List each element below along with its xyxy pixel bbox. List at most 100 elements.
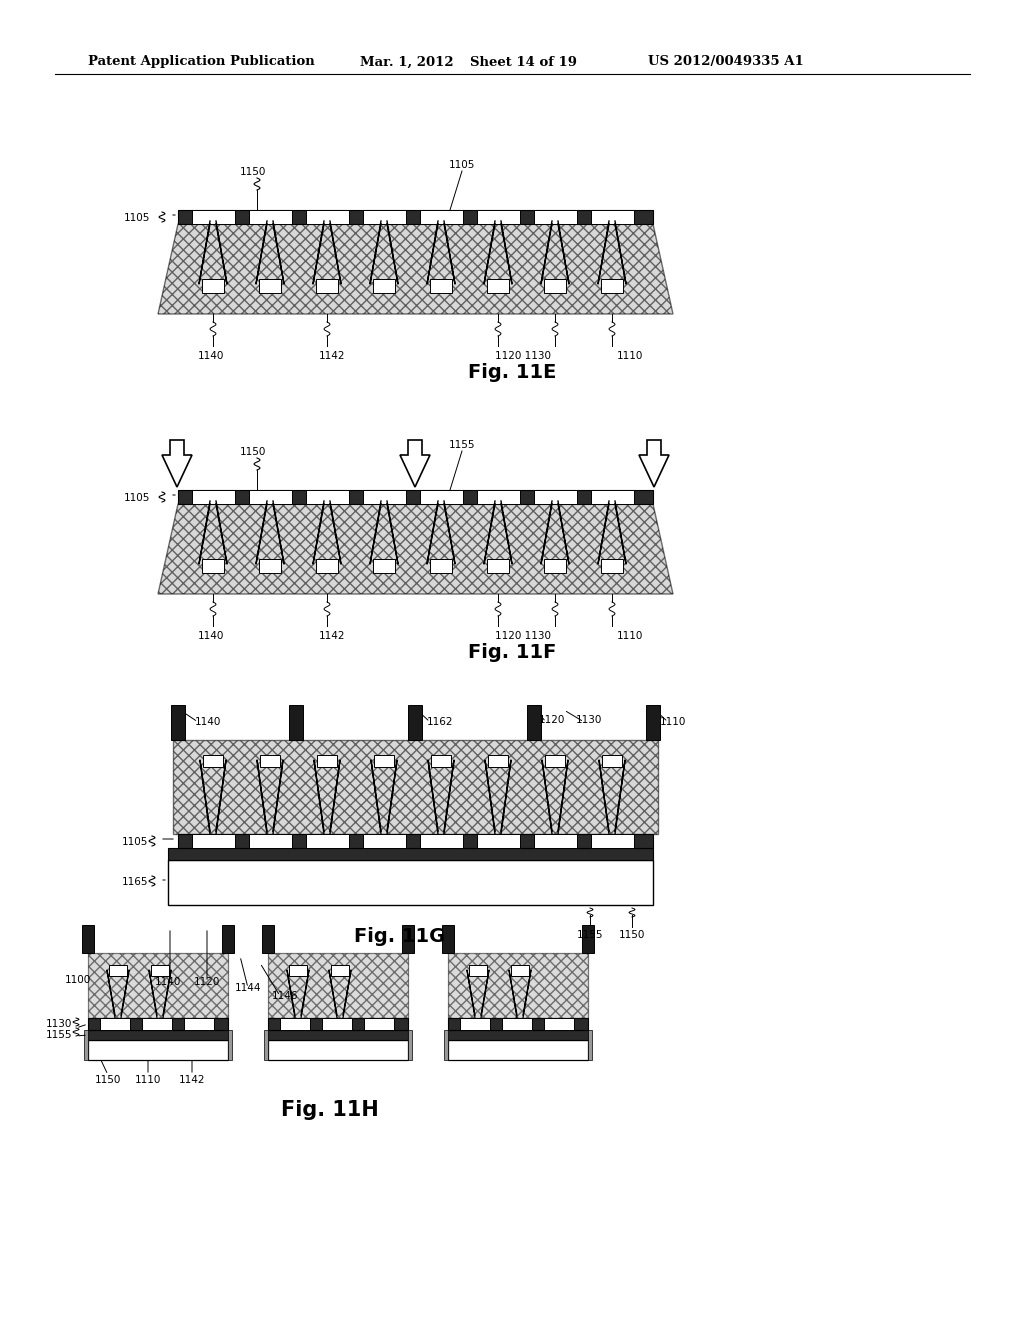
Text: 1120: 1120: [539, 715, 565, 725]
Bar: [193, 834, 234, 847]
Polygon shape: [158, 504, 673, 594]
Bar: [477, 490, 520, 504]
Bar: [268, 1030, 408, 1040]
Bar: [373, 279, 395, 293]
Bar: [420, 490, 463, 504]
Bar: [374, 755, 394, 767]
Bar: [280, 1018, 310, 1030]
Text: 1146: 1146: [271, 991, 298, 1001]
Text: 1142: 1142: [318, 351, 345, 360]
Bar: [591, 210, 634, 224]
Bar: [331, 965, 349, 975]
Bar: [502, 1018, 532, 1030]
Bar: [249, 210, 292, 224]
Text: 1120 1130: 1120 1130: [495, 351, 551, 360]
Text: 1150: 1150: [95, 1074, 121, 1085]
Polygon shape: [639, 440, 669, 487]
Text: 1150: 1150: [240, 447, 266, 457]
Text: 1140: 1140: [155, 977, 181, 987]
Bar: [151, 965, 169, 975]
Text: 1140: 1140: [198, 351, 224, 360]
Bar: [168, 861, 653, 906]
Bar: [306, 210, 349, 224]
Bar: [544, 279, 566, 293]
Bar: [109, 965, 127, 975]
Bar: [544, 558, 566, 573]
Bar: [511, 965, 529, 975]
Bar: [268, 953, 408, 1018]
Bar: [402, 925, 414, 953]
Bar: [317, 755, 337, 767]
Bar: [184, 1018, 214, 1030]
Bar: [601, 558, 623, 573]
Text: 1105: 1105: [124, 492, 150, 503]
Text: 1140: 1140: [195, 717, 221, 727]
Bar: [601, 279, 623, 293]
Polygon shape: [400, 440, 430, 487]
Text: 1100: 1100: [65, 975, 91, 985]
Text: 1165: 1165: [122, 876, 148, 887]
Text: US 2012/0049335 A1: US 2012/0049335 A1: [648, 55, 804, 69]
Text: 1142: 1142: [318, 631, 345, 642]
Bar: [228, 1030, 232, 1060]
Bar: [178, 834, 653, 847]
Text: 1110: 1110: [616, 351, 643, 360]
Text: 1130: 1130: [46, 1019, 72, 1030]
Bar: [262, 925, 274, 953]
Bar: [487, 279, 509, 293]
Polygon shape: [162, 440, 193, 487]
Bar: [249, 834, 292, 847]
Bar: [420, 210, 463, 224]
Bar: [88, 1040, 228, 1060]
Text: Mar. 1, 2012: Mar. 1, 2012: [360, 55, 454, 69]
Text: 1150: 1150: [240, 168, 266, 177]
Bar: [178, 210, 653, 224]
Bar: [289, 965, 307, 975]
Text: 1105: 1105: [122, 837, 148, 847]
Bar: [173, 741, 658, 834]
Bar: [444, 1030, 449, 1060]
Bar: [460, 1018, 490, 1030]
Bar: [477, 834, 520, 847]
Bar: [362, 834, 406, 847]
Bar: [588, 1030, 592, 1060]
Text: Fig. 11F: Fig. 11F: [468, 643, 556, 661]
Text: 1142: 1142: [179, 1074, 205, 1085]
Text: 1144: 1144: [234, 983, 261, 993]
Text: 1155: 1155: [577, 931, 603, 940]
Bar: [259, 558, 281, 573]
Text: 1110: 1110: [659, 717, 686, 727]
Bar: [202, 279, 224, 293]
Bar: [449, 953, 588, 1018]
Text: 1105: 1105: [124, 213, 150, 223]
Bar: [264, 1030, 268, 1060]
Bar: [373, 558, 395, 573]
Bar: [306, 834, 349, 847]
Bar: [545, 755, 565, 767]
Text: 1155: 1155: [449, 440, 475, 450]
Bar: [591, 490, 634, 504]
Text: Patent Application Publication: Patent Application Publication: [88, 55, 314, 69]
Text: 1120: 1120: [194, 977, 220, 987]
Text: 1150: 1150: [618, 931, 645, 940]
Bar: [582, 925, 594, 953]
Bar: [487, 558, 509, 573]
Text: 1140: 1140: [198, 631, 224, 642]
Bar: [193, 490, 234, 504]
Text: 1110: 1110: [616, 631, 643, 642]
Bar: [477, 210, 520, 224]
Bar: [88, 1030, 228, 1040]
Bar: [602, 755, 622, 767]
Bar: [527, 705, 541, 741]
Bar: [430, 558, 452, 573]
Bar: [408, 1030, 412, 1060]
Text: 1162: 1162: [427, 717, 454, 727]
Bar: [362, 210, 406, 224]
Bar: [408, 705, 422, 741]
Bar: [168, 847, 653, 861]
Text: Fig. 11E: Fig. 11E: [468, 363, 556, 381]
Text: 1120 1130: 1120 1130: [495, 631, 551, 642]
Bar: [202, 558, 224, 573]
Bar: [82, 925, 94, 953]
Bar: [442, 925, 454, 953]
